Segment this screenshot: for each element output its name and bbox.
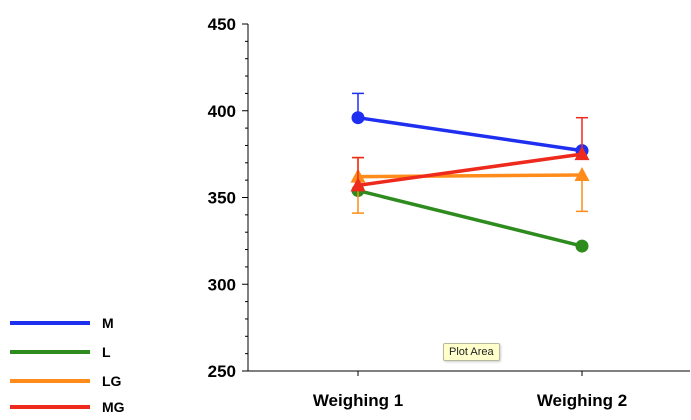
legend-label-mg: MG: [102, 399, 125, 415]
legend-label-lg: LG: [102, 373, 122, 389]
chart-legend: ML LG MG: [10, 315, 125, 415]
series-lg: [350, 156, 590, 214]
legend-label-m: M: [102, 315, 114, 331]
data-point: [574, 166, 590, 181]
chart-axes: 450 400 350 300 250 Weighing 1 Weighing 2: [208, 15, 690, 410]
chart-series: [350, 92, 590, 253]
y-tick-label: 250: [208, 362, 236, 381]
series-line: [356, 152, 584, 188]
series-line: [356, 115, 584, 153]
data-point: [575, 239, 589, 253]
y-tick-label: 350: [208, 189, 236, 208]
series-line: [356, 188, 584, 248]
y-tick-label: 400: [208, 102, 236, 121]
series-line: [356, 173, 584, 179]
x-tick-label: Weighing 2: [537, 391, 627, 410]
plot-area-tooltip: Plot Area: [443, 343, 500, 361]
series-m: [351, 92, 589, 158]
legend-label-l: L: [102, 344, 111, 360]
y-tick-label: 450: [208, 15, 236, 34]
series-mg: [350, 116, 590, 192]
y-tick-label: 300: [208, 275, 236, 294]
x-tick-label: Weighing 1: [313, 391, 403, 410]
series-l: [351, 184, 589, 253]
data-point: [574, 146, 590, 161]
data-point: [351, 111, 365, 125]
data-point: [350, 177, 366, 192]
